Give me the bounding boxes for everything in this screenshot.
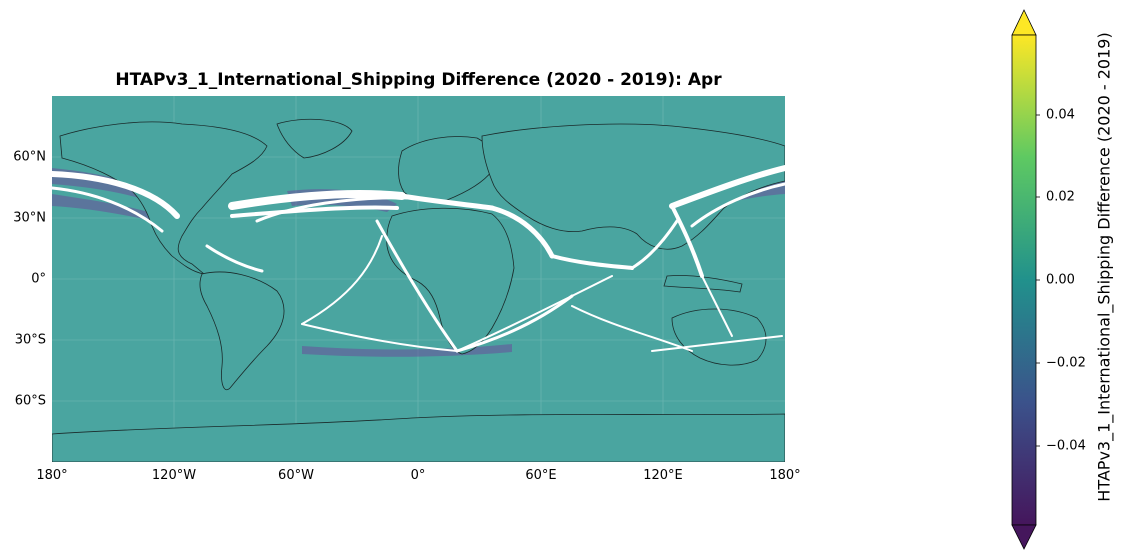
colorbar-tick-0.00: 0.00	[1046, 272, 1075, 288]
colorbar-tick-0.02: 0.02	[1046, 189, 1075, 205]
lon-tick-0: 0°	[410, 468, 426, 483]
world-map	[52, 96, 785, 462]
south-america	[199, 271, 285, 391]
lon-tick-180e: 180°	[769, 468, 801, 483]
asia	[481, 123, 785, 250]
lon-tick-120e: 120°E	[643, 468, 683, 483]
africa	[386, 207, 515, 355]
colorbar	[1011, 9, 1040, 550]
indonesia	[663, 275, 743, 293]
lon-tick-60w: 60°W	[278, 468, 314, 483]
colorbar-extend-top	[1011, 9, 1037, 36]
lon-tick-120w: 120°W	[151, 468, 197, 483]
europe	[398, 136, 495, 202]
continents	[52, 118, 785, 462]
antarctica	[52, 413, 785, 462]
colorbar-extend-bottom	[1011, 524, 1037, 550]
map-title: HTAPv3_1_International_Shipping Differen…	[115, 70, 722, 90]
shipping-routes	[52, 165, 785, 353]
lon-tick-180w: 180°	[36, 468, 68, 483]
lat-tick-30n: 30°N	[13, 210, 46, 226]
greenland	[276, 118, 353, 159]
lat-tick-60s: 60°S	[14, 393, 46, 409]
lat-tick-0: 0°	[31, 271, 46, 287]
colorbar-label: HTAPv3_1_International_Shipping Differen…	[1094, 32, 1114, 502]
colorbar-tick-0.04: 0.04	[1046, 107, 1075, 123]
colorbar-gradient	[1011, 34, 1037, 526]
lon-tick-60e: 60°E	[525, 468, 557, 483]
lat-tick-60n: 60°N	[13, 149, 46, 165]
lat-tick-30s: 30°S	[14, 332, 46, 348]
colorbar-tick-minus-0.04: −0.04	[1046, 438, 1086, 454]
colorbar-tick-minus-0.02: −0.02	[1046, 355, 1086, 371]
north-america	[59, 121, 268, 275]
